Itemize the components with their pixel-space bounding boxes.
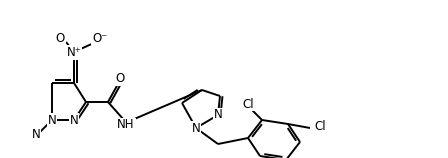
Text: O: O [116, 73, 125, 85]
Text: Cl: Cl [314, 119, 326, 133]
Text: O: O [56, 31, 65, 45]
Text: N: N [192, 122, 200, 134]
Text: N: N [32, 128, 40, 142]
Text: N: N [47, 113, 56, 127]
Text: NH: NH [117, 118, 135, 131]
Text: N: N [69, 113, 78, 127]
Text: Cl: Cl [242, 97, 254, 110]
Text: N: N [214, 109, 222, 122]
Text: O⁻: O⁻ [92, 31, 108, 45]
Text: N⁺: N⁺ [67, 46, 82, 58]
